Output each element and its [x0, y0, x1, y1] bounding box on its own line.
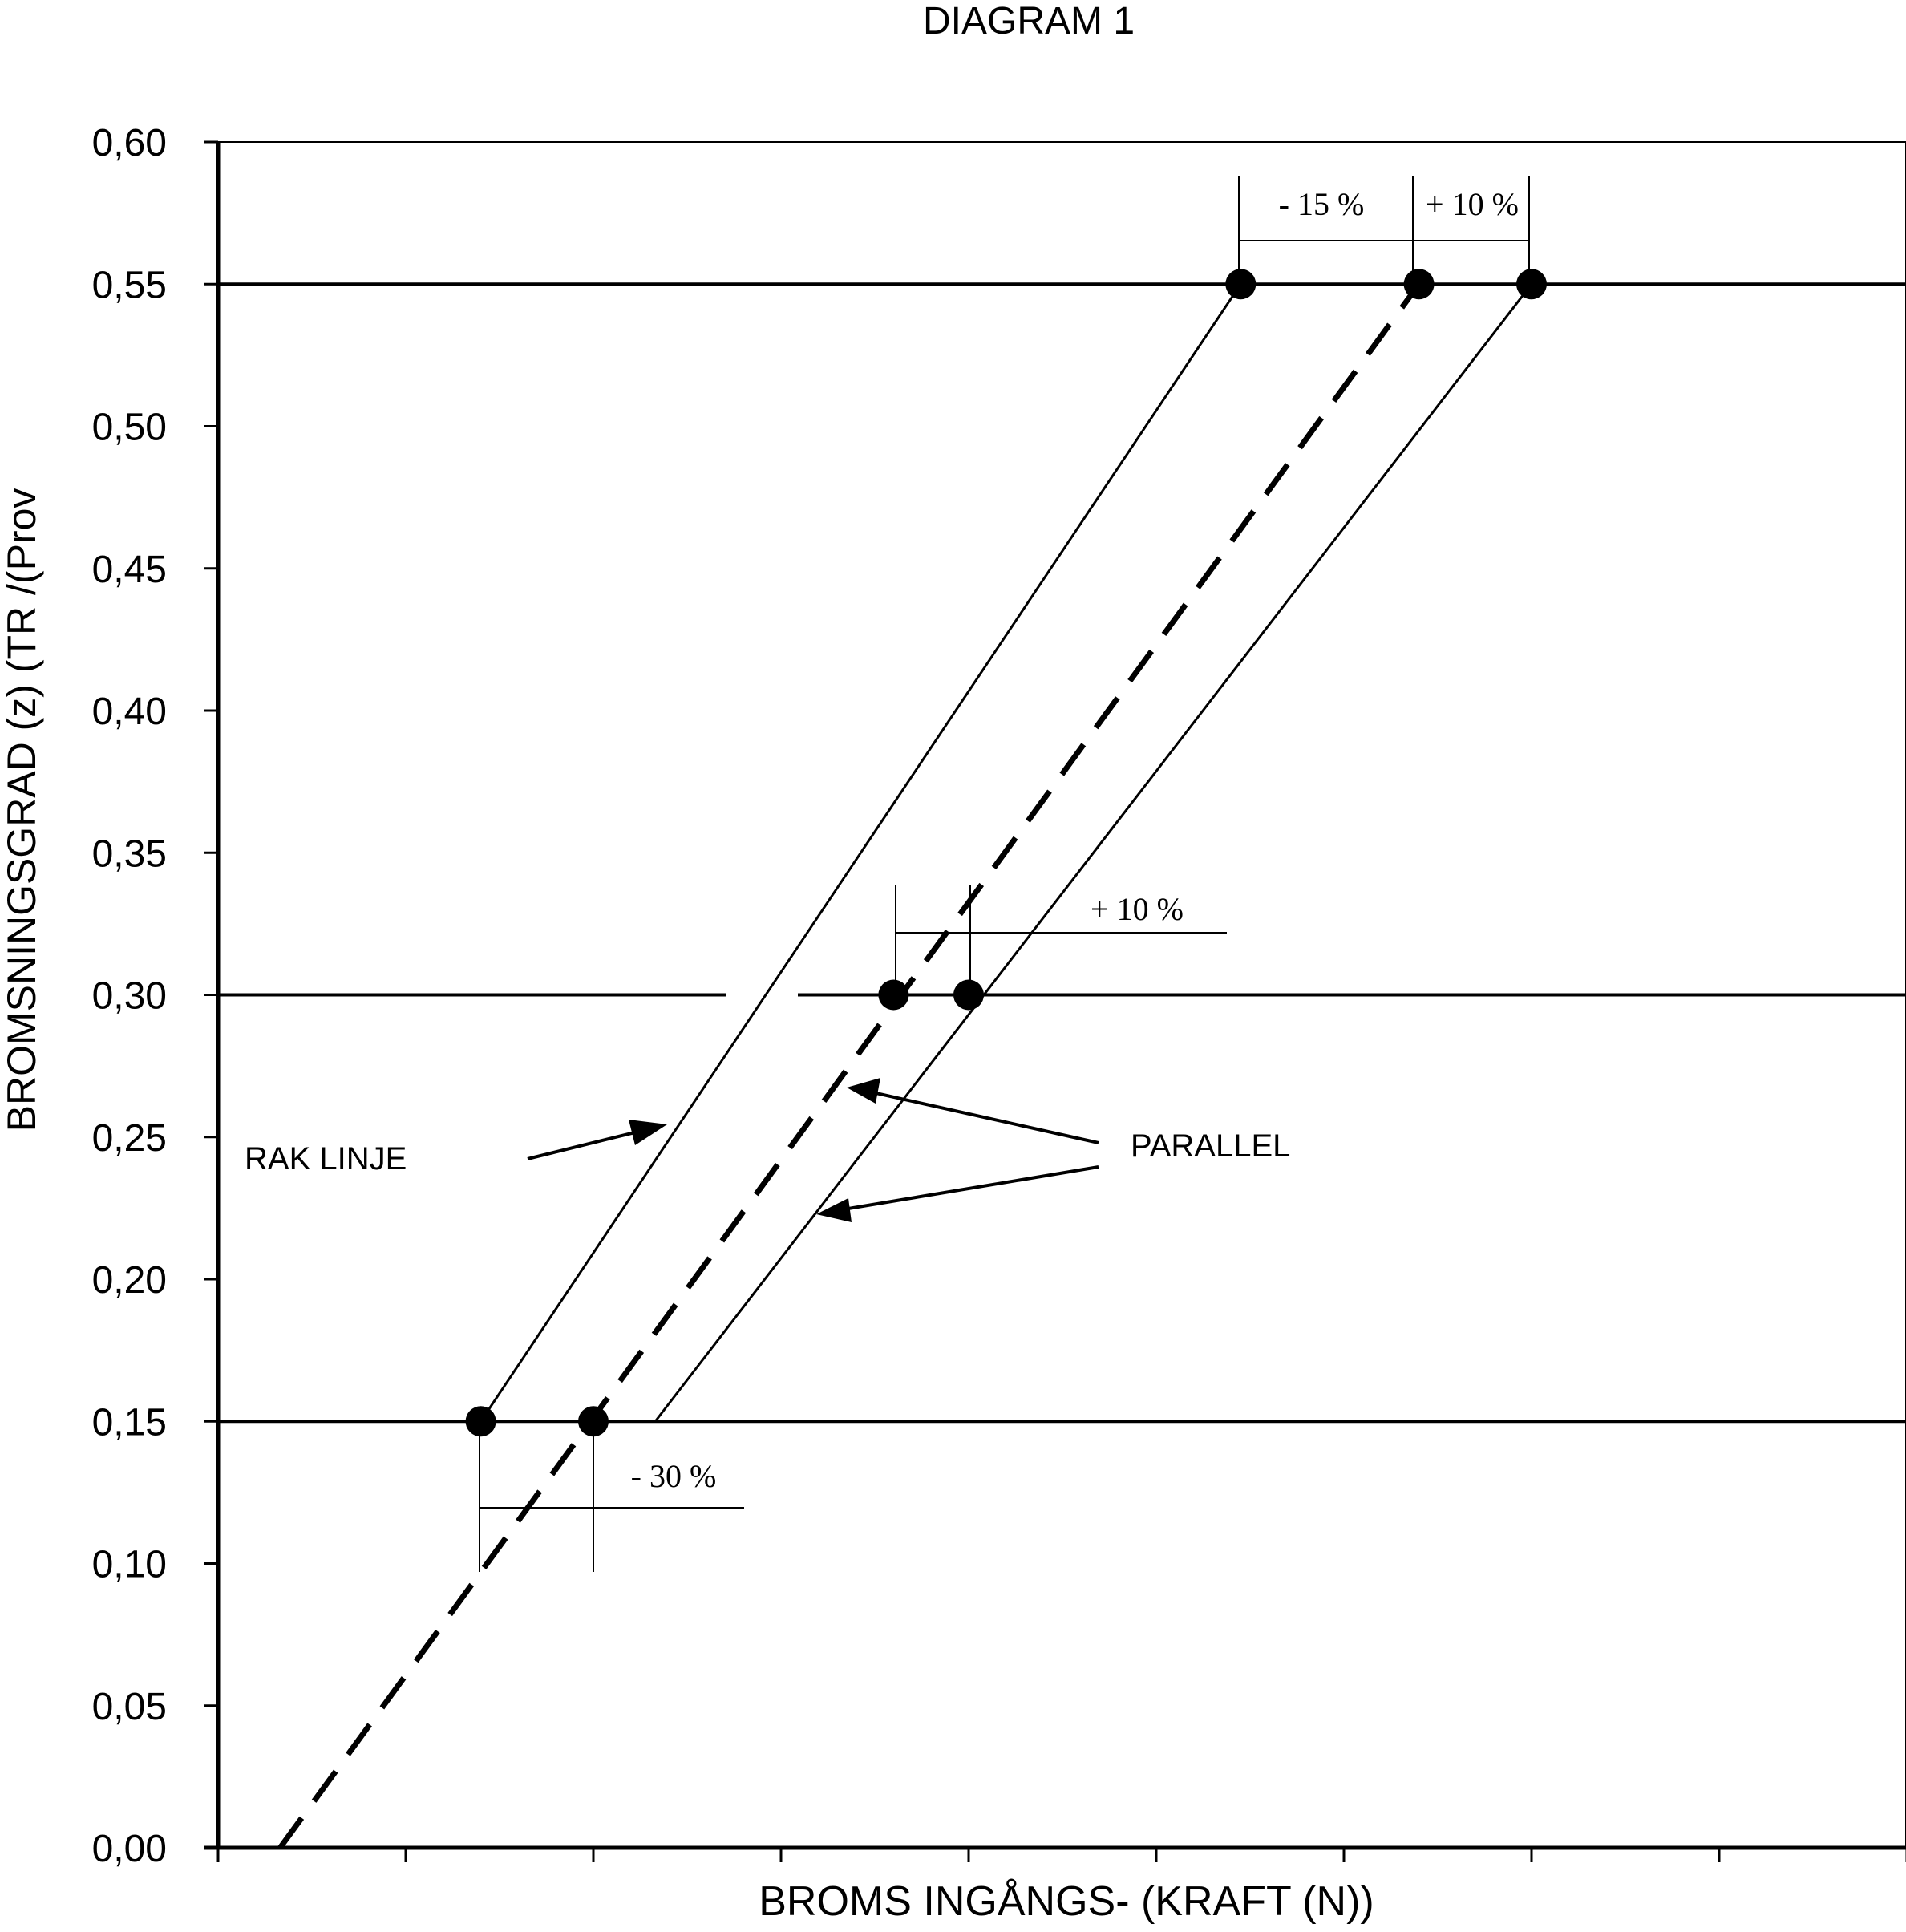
x-ticks — [216, 1848, 1906, 1862]
y-tick-label: 0,55 — [92, 264, 167, 306]
annotation-minus-15: - 15 % — [1279, 186, 1365, 222]
y-axis-label: BROMSNINGSGRAD (z) (TR /(Prov — [0, 488, 44, 1132]
data-point — [953, 979, 984, 1011]
chart-title: DIAGRAM 1 — [923, 0, 1135, 43]
bracket-top — [1238, 176, 1530, 285]
data-point — [1225, 269, 1257, 300]
x-axis-label: BROMS INGÅNGS- (KRAFT (N)) — [759, 1878, 1374, 1925]
y-tick-label: 0,30 — [92, 975, 167, 1018]
data-point — [1516, 269, 1547, 300]
series-lines — [277, 282, 1533, 1850]
data-point — [878, 979, 909, 1011]
data-markers — [465, 269, 1547, 1437]
y-tick-label: 0,50 — [92, 407, 167, 449]
y-tick-label: 0,10 — [92, 1544, 167, 1586]
data-point — [1403, 269, 1435, 300]
bracket-middle — [895, 885, 1227, 994]
series-line-1 — [480, 283, 1242, 1423]
rak-linje-arrow — [527, 1120, 667, 1160]
y-ticks: 0,00 0,05 0,10 0,15 0,20 0,25 0,30 0,35 0,40 0,45… — [92, 122, 218, 1870]
series-line-3 — [654, 283, 1533, 1423]
y-tick-label: 0,60 — [92, 122, 167, 164]
parallel-arrows — [816, 1078, 1099, 1222]
y-tick-label: 0,40 — [92, 691, 167, 733]
y-tick-label: 0,00 — [92, 1828, 167, 1870]
y-tick-label: 0,25 — [92, 1117, 167, 1160]
y-tick-label: 0,35 — [92, 832, 167, 875]
y-tick-label: 0,45 — [92, 549, 167, 591]
series-line-2 — [277, 282, 1422, 1850]
annotation-minus-30: - 30 % — [631, 1458, 717, 1494]
label-parallel: PARALLEL — [1131, 1128, 1290, 1164]
label-rak-linje: RAK LINJE — [245, 1141, 407, 1177]
bracket-bottom — [479, 1422, 744, 1572]
y-tick-label: 0,20 — [92, 1259, 167, 1302]
data-point — [465, 1406, 496, 1437]
y-tick-label: 0,15 — [92, 1401, 167, 1444]
y-tick-label: 0,05 — [92, 1686, 167, 1728]
annotation-plus-10-middle: + 10 % — [1091, 891, 1184, 927]
annotation-plus-10-top: + 10 % — [1426, 186, 1519, 222]
data-point — [578, 1406, 609, 1437]
